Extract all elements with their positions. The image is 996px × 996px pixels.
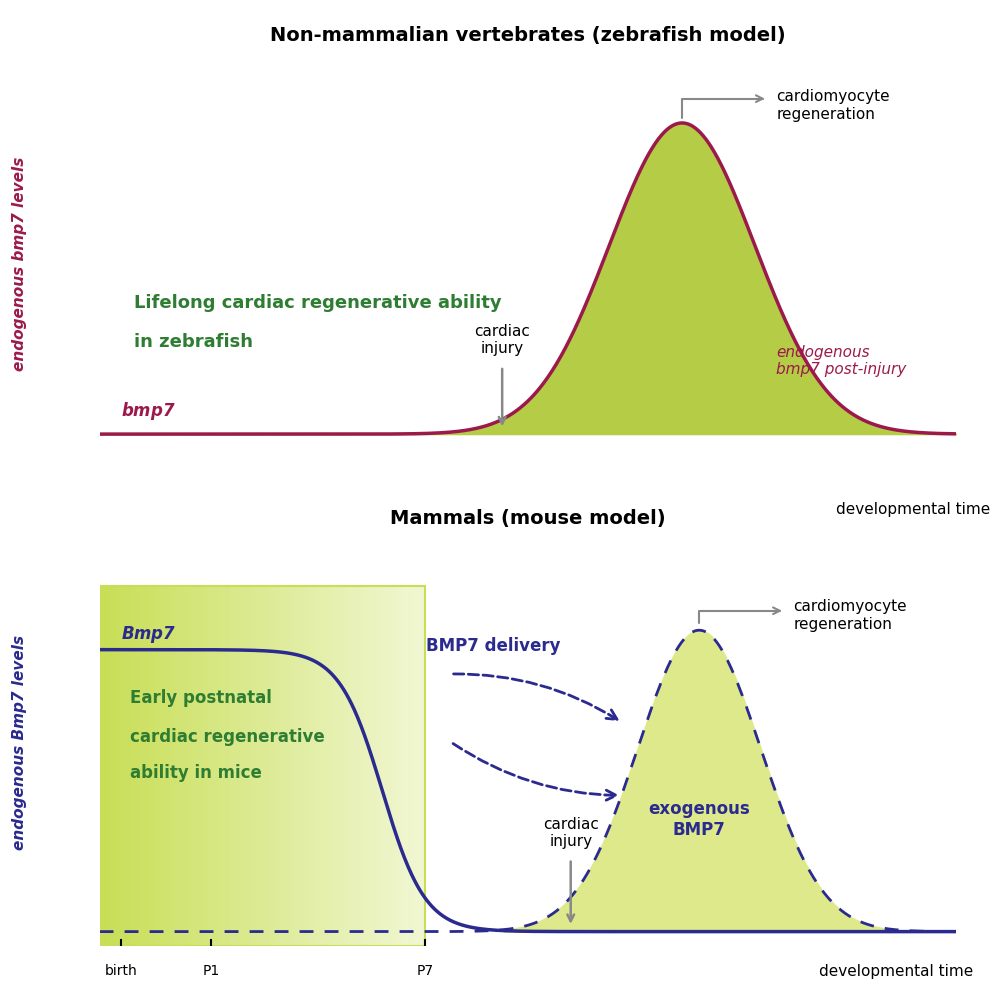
Bar <box>170 587 175 946</box>
Bar <box>213 587 219 946</box>
Bar <box>126 587 132 946</box>
Bar <box>181 587 186 946</box>
Bar <box>143 587 148 946</box>
Bar <box>328 587 333 946</box>
Bar <box>111 587 116 946</box>
Text: birth: birth <box>105 964 137 978</box>
Bar <box>186 587 192 946</box>
Bar <box>224 587 230 946</box>
Bar <box>148 587 153 946</box>
Bar <box>339 587 344 946</box>
Bar <box>317 587 322 946</box>
Bar <box>175 587 181 946</box>
Bar <box>387 587 392 946</box>
Bar <box>398 587 403 946</box>
Text: P1: P1 <box>202 964 219 978</box>
Bar <box>268 587 273 946</box>
Bar <box>381 587 387 946</box>
Bar <box>153 587 159 946</box>
Text: cardiomyocyte
regeneration: cardiomyocyte regeneration <box>776 90 889 122</box>
Bar <box>311 587 317 946</box>
Text: endogenous
bmp7 post-injury: endogenous bmp7 post-injury <box>776 345 906 377</box>
Bar <box>376 587 381 946</box>
Bar <box>241 587 246 946</box>
Bar <box>371 587 376 946</box>
Text: endogenous Bmp7 levels: endogenous Bmp7 levels <box>12 634 28 850</box>
Bar <box>257 587 262 946</box>
Bar <box>164 587 170 946</box>
Bar <box>273 587 279 946</box>
Text: endogenous bmp7 levels: endogenous bmp7 levels <box>12 156 28 372</box>
Text: ability in mice: ability in mice <box>129 764 262 782</box>
Text: $\bfit{bmp7}$: $\bfit{bmp7}$ <box>122 400 175 422</box>
Bar <box>322 587 328 946</box>
Bar <box>122 587 126 946</box>
Text: cardiac
injury: cardiac injury <box>474 324 530 357</box>
Bar <box>414 587 419 946</box>
Bar <box>219 587 224 946</box>
Bar <box>350 587 355 946</box>
Text: $\bfit{Bmp7}$: $\bfit{Bmp7}$ <box>122 623 176 644</box>
Bar <box>403 587 408 946</box>
Bar <box>333 587 339 946</box>
Bar <box>366 587 371 946</box>
Bar <box>290 587 295 946</box>
Text: Lifelong cardiac regenerative ability: Lifelong cardiac regenerative ability <box>133 294 502 312</box>
Bar <box>252 587 257 946</box>
Bar <box>284 587 290 946</box>
Bar <box>230 587 235 946</box>
Bar <box>100 587 105 946</box>
Bar <box>419 587 425 946</box>
Bar <box>208 587 213 946</box>
Bar <box>306 587 311 946</box>
Bar <box>197 587 202 946</box>
Bar <box>159 587 164 946</box>
Bar <box>279 587 284 946</box>
Text: P7: P7 <box>416 964 433 978</box>
Text: Early postnatal: Early postnatal <box>129 689 272 707</box>
Bar <box>360 587 366 946</box>
Bar <box>100 587 425 946</box>
Bar <box>246 587 252 946</box>
Bar <box>344 587 350 946</box>
Bar <box>392 587 398 946</box>
Text: cardiomyocyte
regeneration: cardiomyocyte regeneration <box>794 600 907 631</box>
Text: developmental time: developmental time <box>837 502 990 517</box>
Bar <box>295 587 301 946</box>
Bar <box>116 587 122 946</box>
Bar <box>408 587 414 946</box>
Bar <box>132 587 137 946</box>
Bar <box>355 587 360 946</box>
Text: exogenous
BMP7: exogenous BMP7 <box>648 801 750 840</box>
Text: cardiac
injury: cardiac injury <box>543 817 599 849</box>
Bar <box>137 587 143 946</box>
Text: Non-mammalian vertebrates (zebrafish model): Non-mammalian vertebrates (zebrafish mod… <box>270 26 786 45</box>
Text: cardiac regenerative: cardiac regenerative <box>129 728 325 746</box>
Text: in zebrafish: in zebrafish <box>133 333 253 351</box>
Bar <box>301 587 306 946</box>
Bar <box>192 587 197 946</box>
Bar <box>202 587 208 946</box>
Text: Mammals (mouse model): Mammals (mouse model) <box>390 509 665 528</box>
Bar <box>105 587 111 946</box>
Bar <box>262 587 268 946</box>
Text: developmental time: developmental time <box>819 964 973 979</box>
Text: BMP7 delivery: BMP7 delivery <box>426 636 561 654</box>
Bar <box>235 587 241 946</box>
